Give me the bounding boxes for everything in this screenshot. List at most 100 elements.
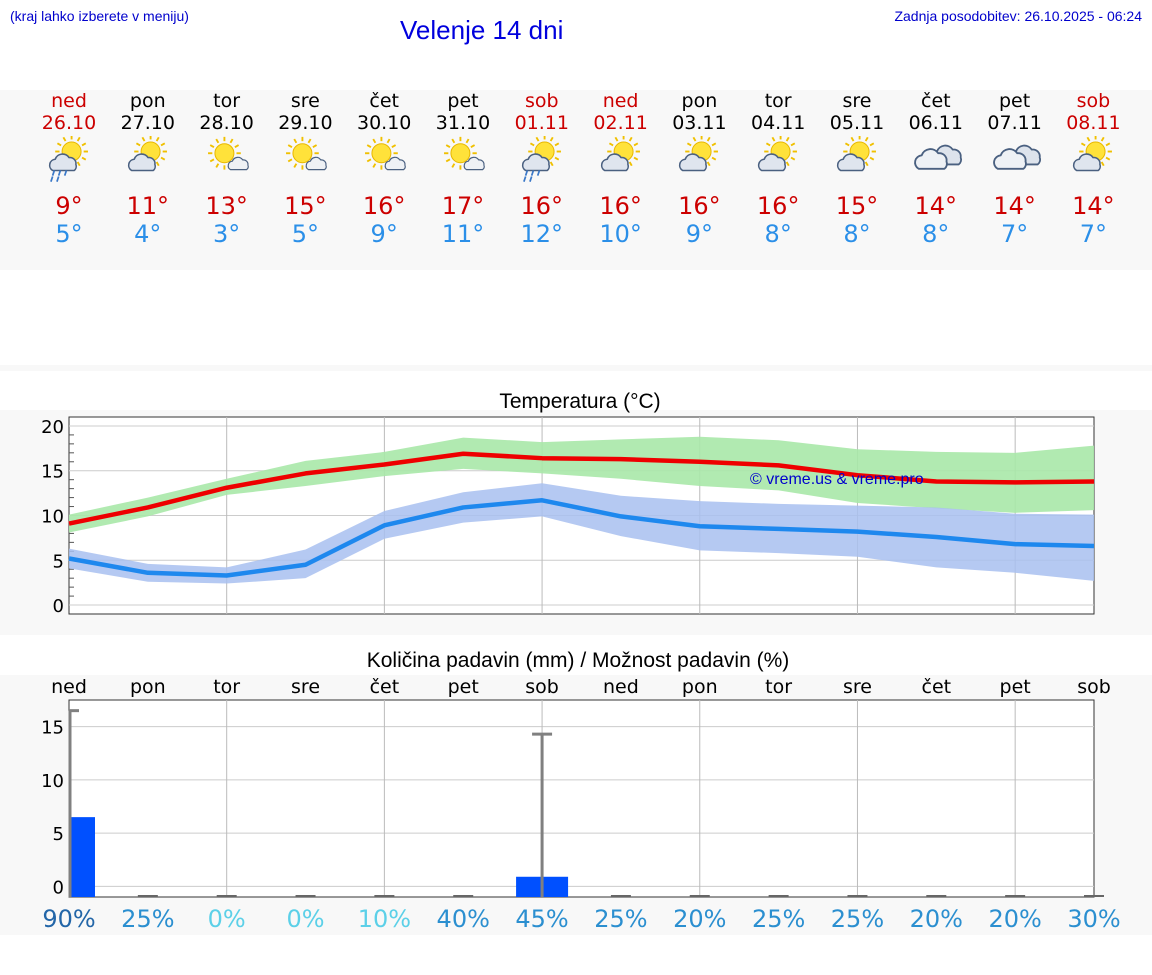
partly-sunny-icon	[679, 136, 719, 172]
precipitation-y-tick: 5	[53, 824, 64, 845]
temperature-y-tick: 10	[41, 507, 64, 528]
forecast-day: pon 27.10 11° 4°	[110, 90, 186, 248]
day-date: 03.11	[672, 112, 727, 134]
partly-sunny-icon	[758, 136, 798, 172]
precipitation-day-label: pon	[682, 676, 718, 698]
temp-max: 14°	[1072, 192, 1115, 220]
partly-sunny-rain-icon	[521, 136, 561, 182]
day-name: sre	[290, 90, 320, 112]
precipitation-chance: 25%	[831, 905, 884, 933]
partly-sunny-icon	[600, 136, 640, 172]
day-date: 31.10	[435, 112, 491, 134]
day-date: 26.10	[41, 112, 97, 134]
forecast-day: ned 02.11 16° 10°	[583, 90, 659, 248]
day-name: pet	[998, 90, 1031, 112]
temp-min: 7°	[1000, 220, 1029, 248]
partly-sunny-icon	[1073, 136, 1113, 172]
precipitation-chance: 25%	[594, 905, 647, 933]
precipitation-plot-area	[68, 699, 1095, 898]
min-temperature-range-band	[69, 483, 1094, 584]
partly-sunny-icon	[836, 136, 876, 172]
temp-max: 13°	[205, 192, 248, 220]
forecast-day: čet 06.11 14° 8°	[898, 90, 974, 248]
day-date: 02.11	[593, 112, 648, 134]
temp-min: 9°	[685, 220, 714, 248]
forecast-day: sob 01.11 16° 12°	[504, 90, 580, 248]
precipitation-day-label: tor	[213, 676, 240, 698]
precipitation-y-tick: 10	[41, 771, 64, 792]
temperature-y-tick: 5	[53, 551, 64, 572]
temp-min: 7°	[1079, 220, 1108, 248]
day-date: 29.10	[278, 112, 333, 134]
forecast-day: sre 29.10 15° 5°	[267, 90, 343, 248]
day-name: pon	[681, 90, 718, 112]
day-name: čet	[369, 90, 399, 112]
precipitation-day-label: ned	[51, 676, 87, 698]
forecast-day: ned 26.10 9° 5°	[31, 90, 107, 248]
temp-min: 3°	[212, 220, 241, 248]
temp-min: 10°	[599, 220, 642, 248]
day-name: sob	[1076, 90, 1111, 112]
last-updated: Zadnja posodobitev: 26.10.2025 - 06:24	[894, 8, 1142, 24]
day-date: 06.11	[908, 112, 963, 134]
cloudy-icon	[913, 144, 962, 170]
forecast-day: čet 30.10 16° 9°	[346, 90, 422, 248]
sun-small-cloud-icon	[207, 136, 249, 171]
temp-min: 12°	[520, 220, 564, 248]
precipitation-day-label: čet	[370, 676, 400, 698]
precipitation-y-tick: 0	[53, 877, 64, 898]
temp-max: 16°	[362, 192, 406, 220]
precipitation-day-label: čet	[922, 676, 952, 698]
precipitation-y-tick: 15	[41, 718, 64, 739]
temp-max: 16°	[520, 192, 564, 220]
precipitation-day-label: pet	[448, 676, 479, 698]
forecast-day: pet 31.10 17° 11°	[425, 90, 501, 248]
temp-max: 15°	[284, 192, 327, 220]
forecast-day: sob 08.11 14° 7°	[1055, 90, 1131, 248]
precipitation-day-label: sob	[1077, 676, 1111, 698]
temperature-y-tick: 15	[41, 462, 64, 483]
precipitation-chance: 20%	[988, 905, 1041, 933]
day-date: 30.10	[356, 112, 412, 134]
precipitation-day-label: tor	[765, 676, 792, 698]
temp-min: 8°	[922, 220, 950, 248]
page-title: Velenje 14 dni	[400, 15, 564, 45]
temp-max: 11°	[126, 192, 170, 220]
day-name: sob	[525, 90, 559, 112]
temperature-y-tick: 20	[41, 417, 64, 438]
precipitation-chance: 25%	[752, 905, 805, 933]
day-date: 05.11	[829, 112, 885, 134]
day-date: 08.11	[1066, 112, 1121, 134]
precipitation-day-label: sob	[525, 676, 559, 698]
precipitation-chance: 30%	[1067, 905, 1120, 933]
partly-sunny-rain-icon	[48, 136, 88, 182]
temp-min: 8°	[843, 220, 871, 248]
day-date: 27.10	[120, 112, 175, 134]
day-date: 01.11	[514, 112, 569, 134]
day-name: pet	[447, 90, 479, 112]
temp-max: 14°	[993, 192, 1036, 220]
day-date: 04.11	[750, 112, 806, 134]
day-name: čet	[921, 90, 951, 112]
precipitation-chance: 90%	[42, 905, 95, 933]
precipitation-bar	[69, 817, 95, 897]
temp-max: 16°	[599, 192, 642, 220]
temp-max: 15°	[835, 192, 879, 220]
cloudy-icon	[992, 144, 1041, 170]
watermark-credit: © vreme.us & vreme.pro	[750, 471, 924, 488]
precipitation-chance: 0%	[286, 905, 324, 933]
temp-min: 8°	[764, 220, 792, 248]
max-temperature-range-band	[69, 436, 1094, 533]
temp-min: 9°	[370, 220, 398, 248]
day-name: tor	[764, 90, 792, 112]
day-name: tor	[213, 90, 241, 112]
sun-small-cloud-icon	[286, 136, 328, 171]
precipitation-chance: 20%	[673, 905, 726, 933]
temp-max: 17°	[441, 192, 485, 220]
temp-max: 16°	[756, 192, 800, 220]
forecast-day: sre 05.11 15° 8°	[819, 90, 895, 248]
precipitation-day-label: pon	[130, 676, 166, 698]
min-temperature-line	[68, 498, 1095, 578]
precipitation-day-label: sre	[843, 676, 872, 698]
